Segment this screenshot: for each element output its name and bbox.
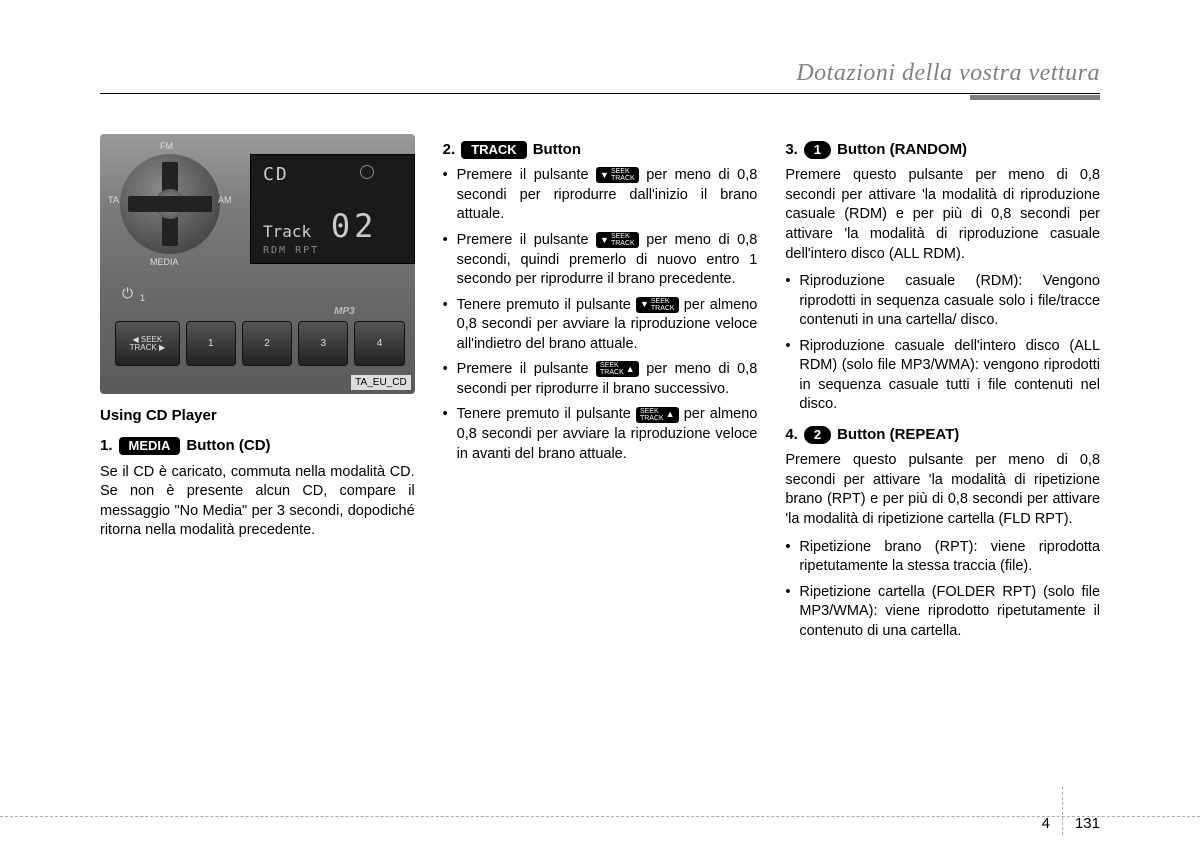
bullet: Premere il pulsante SEEKTRACK▲ per meno … xyxy=(443,360,758,399)
track-pill: TRACK xyxy=(461,141,527,159)
page-separator xyxy=(1062,787,1063,835)
mp3-mark: MP3 xyxy=(334,305,355,319)
item-1-body: Se il CD è caricato, commuta nella modal… xyxy=(100,463,415,541)
media-pill: MEDIA xyxy=(119,437,181,455)
manual-page: Dotazioni della vostra vettura FM AM TA … xyxy=(0,0,1200,861)
button-2-pill: 2 xyxy=(804,426,831,444)
image-caption: TA_EU_CD xyxy=(351,375,411,391)
dpad xyxy=(120,154,220,254)
item-1-heading: 1. MEDIA Button (CD) xyxy=(100,436,415,456)
label-fm: FM xyxy=(160,140,173,152)
display-indicators: RDM RPT xyxy=(263,244,319,258)
preset-numbers: 1 xyxy=(140,292,145,304)
radio-photo: FM AM TA MEDIA CD Track 02 RDM RPT ⏻ 1 xyxy=(100,134,415,394)
seek-down-icon: ▼SEEKTRACK xyxy=(596,167,639,183)
display-track: Track 02 xyxy=(263,205,402,248)
bullet: Premere il pulsante ▼SEEKTRACK per meno … xyxy=(443,166,758,225)
seek-up-icon: SEEKTRACK▲ xyxy=(596,361,639,377)
seek-down-icon: ▼SEEKTRACK xyxy=(636,297,679,313)
bullet: Ripetizione brano (RPT): viene riprodott… xyxy=(785,538,1100,577)
section-heading-cd: Using CD Player xyxy=(100,406,415,426)
column-3: 3. 1 Button (RANDOM) Premere questo puls… xyxy=(785,134,1100,651)
disc-icon xyxy=(360,165,374,179)
footer-rule xyxy=(0,816,1200,817)
content-columns: FM AM TA MEDIA CD Track 02 RDM RPT ⏻ 1 xyxy=(100,134,1100,651)
header-title: Dotazioni della vostra vettura xyxy=(100,60,1100,87)
label-ta: TA xyxy=(108,194,119,206)
item-3-body: Premere questo pulsante per meno di 0,8 … xyxy=(785,166,1100,264)
bullet: Riproduzione casuale dell'intero disco (… xyxy=(785,337,1100,415)
header-accent-bar xyxy=(970,95,1100,100)
item-4-body: Premere questo pulsante per meno di 0,8 … xyxy=(785,451,1100,529)
seek-button: ◀ SEEKTRACK ▶ xyxy=(115,321,180,366)
item-2-bullets: Premere il pulsante ▼SEEKTRACK per meno … xyxy=(443,166,758,464)
label-am: AM xyxy=(218,194,232,206)
seek-up-icon: SEEKTRACK▲ xyxy=(636,407,679,423)
chapter-number: 4 xyxy=(1042,815,1050,832)
page-header: Dotazioni della vostra vettura xyxy=(100,60,1100,94)
seek-down-icon: ▼SEEKTRACK xyxy=(596,232,639,248)
item-2-heading: 2. TRACK Button xyxy=(443,140,758,160)
label-media: MEDIA xyxy=(150,256,179,268)
column-2: 2. TRACK Button Premere il pulsante ▼SEE… xyxy=(443,134,758,651)
item-3-bullets: Riproduzione casuale (RDM): Vengono ripr… xyxy=(785,272,1100,415)
bullet: Riproduzione casuale (RDM): Vengono ripr… xyxy=(785,272,1100,331)
bullet: Ripetizione cartella (FOLDER RPT) (solo … xyxy=(785,583,1100,642)
preset-2: 2 xyxy=(242,321,292,366)
preset-1: 1 xyxy=(186,321,236,366)
preset-3: 3 xyxy=(298,321,348,366)
item-3-heading: 3. 1 Button (RANDOM) xyxy=(785,140,1100,160)
radio-display: CD Track 02 RDM RPT xyxy=(250,154,415,264)
power-icon: ⏻ xyxy=(122,284,133,303)
button-1-pill: 1 xyxy=(804,141,831,159)
radio-button-row: ◀ SEEKTRACK ▶ 1 2 3 4 xyxy=(115,321,405,366)
page-number: 4 131 xyxy=(1042,799,1100,847)
preset-4: 4 xyxy=(354,321,404,366)
bullet: Tenere premuto il pulsante SEEKTRACK▲ pe… xyxy=(443,405,758,464)
page-number-value: 131 xyxy=(1075,815,1100,832)
display-mode: CD xyxy=(263,163,402,187)
column-1: FM AM TA MEDIA CD Track 02 RDM RPT ⏻ 1 xyxy=(100,134,415,651)
bullet: Tenere premuto il pulsante ▼SEEKTRACK pe… xyxy=(443,296,758,355)
item-4-heading: 4. 2 Button (REPEAT) xyxy=(785,425,1100,445)
bullet: Premere il pulsante ▼SEEKTRACK per meno … xyxy=(443,231,758,290)
item-4-bullets: Ripetizione brano (RPT): viene riprodott… xyxy=(785,538,1100,642)
